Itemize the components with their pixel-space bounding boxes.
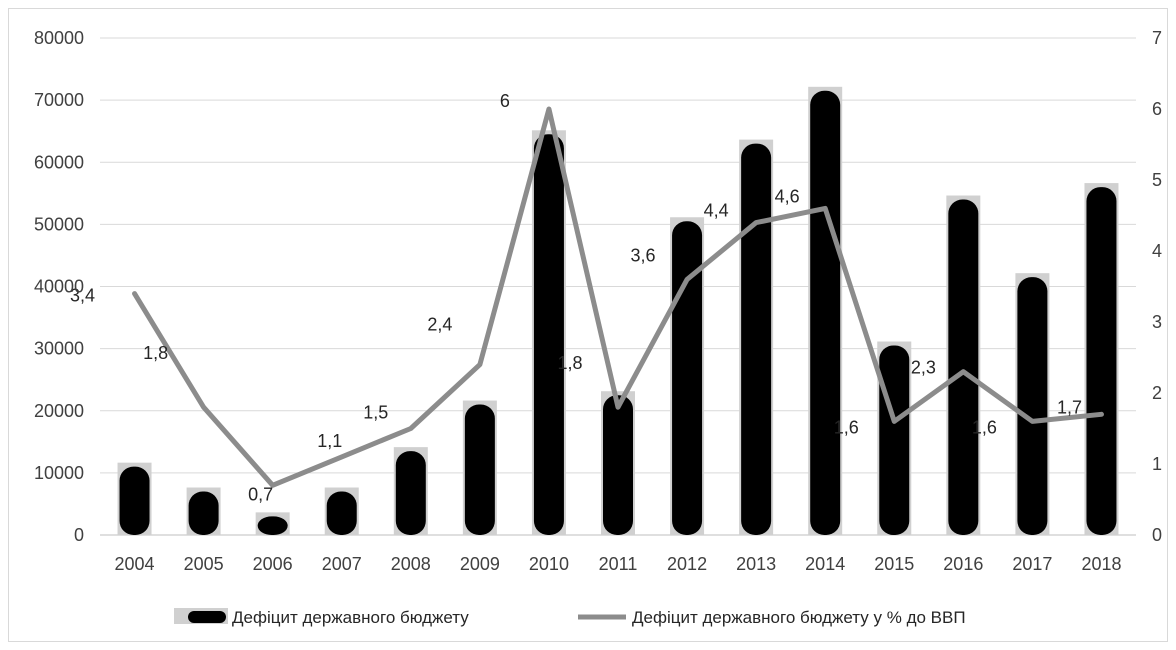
line-data-label: 2,3 bbox=[911, 358, 936, 378]
x-axis-tick-label: 2016 bbox=[943, 554, 983, 574]
line-data-label: 1,6 bbox=[834, 417, 859, 437]
x-axis-tick-label: 2017 bbox=[1012, 554, 1052, 574]
x-axis-tick-label: 2004 bbox=[115, 554, 155, 574]
left-axis-tick-label: 70000 bbox=[34, 90, 84, 110]
line-data-label: 1,7 bbox=[1057, 397, 1082, 417]
legend-bar-swatch bbox=[188, 611, 226, 623]
bar bbox=[533, 134, 564, 535]
x-axis-tick-label: 2009 bbox=[460, 554, 500, 574]
bar bbox=[741, 143, 772, 536]
right-axis-tick-label: 0 bbox=[1152, 525, 1162, 545]
right-axis-tick-label: 1 bbox=[1152, 454, 1162, 474]
bar bbox=[257, 516, 288, 535]
bar-series bbox=[117, 86, 1119, 536]
left-axis-tick-label: 20000 bbox=[34, 401, 84, 421]
right-axis-tick-label: 7 bbox=[1152, 28, 1162, 48]
x-axis-tick-label: 2014 bbox=[805, 554, 845, 574]
legend-label-line: Дефіцит державного бюджету у % до ВВП bbox=[632, 608, 966, 627]
line-data-label: 0,7 bbox=[248, 484, 273, 504]
left-axis-tick-label: 40000 bbox=[34, 277, 84, 297]
legend: Дефіцит державного бюджету Дефіцит держав… bbox=[174, 608, 966, 627]
bar bbox=[879, 345, 910, 535]
line-data-label: 6 bbox=[500, 91, 510, 111]
bar bbox=[188, 491, 219, 535]
right-axis-tick-label: 4 bbox=[1152, 241, 1162, 261]
bar bbox=[672, 221, 703, 536]
axes: 0 10000 20000 30000 40000 50000 60000 70000 8000… bbox=[34, 28, 1162, 574]
line-data-label: 3,4 bbox=[70, 286, 95, 306]
bar bbox=[948, 199, 979, 535]
bar bbox=[810, 90, 841, 536]
x-axis-tick-label: 2008 bbox=[391, 554, 431, 574]
data-labels: 3,4 1,8 0,7 1,1 1,5 2,4 6 1,8 3,6 4,4 4,6 1,6 2,3 1,6… bbox=[70, 91, 1082, 504]
right-axis-tick-label: 5 bbox=[1152, 170, 1162, 190]
line-series-path bbox=[132, 106, 1104, 488]
left-axis-tick-label: 0 bbox=[74, 525, 84, 545]
x-axis-tick-label: 2010 bbox=[529, 554, 569, 574]
bar bbox=[1086, 187, 1117, 535]
line-data-label: 1,6 bbox=[972, 417, 997, 437]
bar bbox=[1017, 277, 1048, 535]
x-axis-tick-label: 2007 bbox=[322, 554, 362, 574]
right-axis-tick-label: 2 bbox=[1152, 383, 1162, 403]
left-axis-tick-label: 80000 bbox=[34, 28, 84, 48]
line-data-label: 1,8 bbox=[557, 353, 582, 373]
bar bbox=[326, 491, 357, 535]
x-axis-tick-label: 2005 bbox=[184, 554, 224, 574]
line-data-label: 2,4 bbox=[427, 315, 452, 335]
x-axis-tick-label: 2012 bbox=[667, 554, 707, 574]
x-axis-tick-label: 2018 bbox=[1081, 554, 1121, 574]
bar bbox=[395, 451, 426, 535]
line-data-label: 1,8 bbox=[143, 343, 168, 363]
line-data-label: 4,4 bbox=[704, 201, 729, 221]
x-axis-tick-label: 2011 bbox=[599, 554, 638, 574]
right-axis-tick-label: 6 bbox=[1152, 99, 1162, 119]
line-series bbox=[132, 106, 1104, 488]
x-axis-tick-label: 2015 bbox=[874, 554, 914, 574]
bar bbox=[464, 404, 495, 535]
left-axis-tick-label: 60000 bbox=[34, 152, 84, 172]
bar bbox=[119, 466, 150, 535]
left-axis-tick-label: 30000 bbox=[34, 339, 84, 359]
left-axis-tick-label: 50000 bbox=[34, 214, 84, 234]
right-axis-tick-label: 3 bbox=[1152, 312, 1162, 332]
line-data-label: 4,6 bbox=[775, 186, 800, 206]
line-data-label: 1,1 bbox=[317, 431, 342, 451]
line-data-label: 1,5 bbox=[363, 403, 388, 423]
x-axis-tick-label: 2013 bbox=[736, 554, 776, 574]
legend-label-bars: Дефіцит державного бюджету bbox=[232, 608, 469, 627]
bar bbox=[603, 395, 633, 535]
x-axis-tick-label: 2006 bbox=[253, 554, 293, 574]
line-data-label: 3,6 bbox=[631, 245, 656, 265]
left-axis-tick-label: 10000 bbox=[34, 463, 84, 483]
